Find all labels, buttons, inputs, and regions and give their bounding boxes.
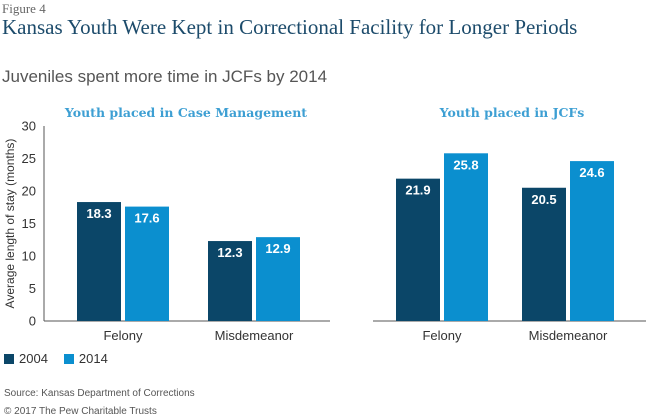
source-note: Source: Kansas Department of Corrections (4, 388, 195, 399)
panel-title-1: Youth placed in JCFs (439, 105, 585, 120)
bar-2004-misdemeanor (522, 187, 566, 321)
x-category-label: Felony (103, 328, 143, 343)
y-tick-label: 10 (22, 249, 36, 264)
bar-2004-felony (77, 202, 121, 321)
x-category-label: Misdemeanor (215, 328, 294, 343)
y-tick-label: 30 (22, 119, 36, 134)
legend-item-2004: 2004 (4, 351, 48, 366)
y-tick-label: 15 (22, 216, 36, 231)
chart-subtitle: Juveniles spent more time in JCFs by 201… (2, 67, 328, 86)
legend-label-2014: 2014 (78, 351, 108, 366)
bar-2004-misdemeanor (208, 241, 252, 321)
bar-value-label: 20.5 (531, 192, 556, 207)
bar-value-label: 24.6 (579, 165, 604, 180)
y-tick-label: 25 (22, 151, 36, 166)
legend: 2004 2014 (4, 351, 124, 366)
y-tick-label: 20 (22, 184, 36, 199)
legend-swatch-2014 (63, 353, 74, 364)
legend-swatch-2004 (4, 353, 14, 364)
bar-2014-misdemeanor (256, 237, 300, 321)
copyright-note: © 2017 The Pew Charitable Trusts (4, 406, 157, 417)
bar-value-label: 18.3 (86, 206, 111, 221)
bar-value-label: 25.8 (453, 157, 478, 172)
bar-value-label: 12.3 (217, 245, 242, 260)
panel-title-0: Youth placed in Case Management (64, 105, 307, 120)
bar-2014-misdemeanor (570, 161, 614, 321)
bar-value-label: 21.9 (405, 183, 430, 198)
bar-2004-felony (396, 178, 440, 321)
legend-item-2014: 2014 (63, 351, 108, 366)
bar-2014-felony (444, 153, 488, 321)
bar-2014-felony (125, 206, 169, 321)
y-tick-label: 0 (29, 314, 36, 329)
chart-title: Kansas Youth Were Kept in Correctional F… (2, 15, 578, 39)
y-tick-label: 5 (29, 281, 36, 296)
legend-label-2004: 2004 (19, 351, 48, 366)
x-category-label: Felony (422, 328, 462, 343)
figure-label: Figure 4 (2, 1, 46, 16)
bar-value-label: 12.9 (265, 241, 290, 256)
y-axis-title: Average length of stay (months) (3, 139, 17, 309)
bar-value-label: 17.6 (134, 211, 159, 226)
x-category-label: Misdemeanor (529, 328, 608, 343)
